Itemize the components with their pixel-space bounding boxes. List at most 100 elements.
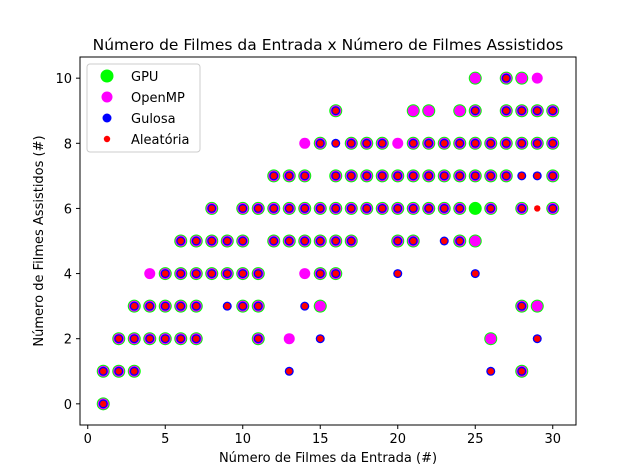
data-point [301,172,308,180]
data-point [239,205,246,212]
data-point [131,368,138,375]
x-tick-label: 0 [84,432,92,447]
data-point [531,72,543,84]
data-point [487,172,494,180]
data-point [317,270,324,277]
data-point [100,400,107,408]
data-point [410,172,417,180]
data-point [299,268,311,280]
data-point [392,137,404,149]
data-point [270,205,277,212]
data-point [286,237,293,245]
data-point [379,172,386,180]
data-point [503,172,510,180]
data-point [363,140,370,147]
data-point [255,335,262,342]
data-point [503,74,510,82]
data-point [299,137,311,149]
y-tick-label: 4 [64,268,72,283]
data-point [270,172,277,180]
x-tick-label: 25 [467,432,484,447]
x-tick-label: 15 [312,432,329,447]
data-point [177,335,184,342]
data-point [301,302,308,310]
data-point [115,335,122,342]
data-point [407,105,419,117]
y-tick-label: 8 [64,137,72,152]
data-point [363,172,370,180]
legend-box [86,63,201,153]
data-point [283,333,295,345]
data-point [472,270,479,277]
x-tick-label: 30 [544,432,561,447]
data-point [394,237,401,245]
data-point [146,335,153,342]
legend-marker [101,91,113,103]
data-point [518,172,525,180]
data-point [100,368,107,375]
data-point [317,205,324,212]
data-point [115,368,122,375]
data-point [487,205,494,212]
series-4 [100,74,556,408]
legend-marker [100,69,114,83]
data-point [348,205,355,212]
data-point [472,107,479,114]
data-point [239,270,246,277]
data-point [456,140,463,147]
points-layer [96,71,560,411]
data-point [286,172,293,180]
data-point [549,205,556,212]
data-point [487,368,494,375]
data-point [425,205,432,212]
data-point [208,270,215,277]
data-point [239,237,246,245]
legend-label: OpenMP [131,91,185,106]
data-point [454,105,466,117]
y-tick-label: 0 [64,398,72,413]
data-point [487,140,494,147]
data-point [208,205,215,212]
data-point [177,302,184,310]
data-point [518,107,525,114]
data-point [472,172,479,180]
data-point [394,172,401,180]
data-point [332,237,339,245]
data-point [348,237,355,245]
data-point [332,140,339,147]
data-point [317,335,324,342]
data-point [193,270,200,277]
data-point [332,172,339,180]
y-axis: 0 2 4 6 8 10 [55,72,80,413]
data-point [314,300,326,312]
data-point [503,107,510,114]
data-point [286,205,293,212]
data-point [394,270,401,277]
data-point [193,335,200,342]
x-tick-label: 10 [234,432,251,447]
data-point [423,105,435,117]
data-point [131,302,138,310]
data-point [317,140,324,147]
data-point [177,270,184,277]
data-point [549,140,556,147]
data-point [255,205,262,212]
data-point [534,172,541,180]
data-point [255,270,262,277]
data-point [270,237,277,245]
legend-label: Aleatória [131,133,189,148]
data-point [441,172,448,180]
data-point [410,237,417,245]
y-tick-label: 6 [64,202,72,217]
legend-label: GPU [131,70,158,85]
data-point [332,270,339,277]
x-axis-label: Número de Filmes da Entrada (#) [219,451,437,466]
data-point [534,205,541,212]
data-point [518,368,525,375]
data-point [534,335,541,342]
data-point [224,302,231,310]
data-point [177,237,184,245]
data-point [469,72,481,84]
data-point [456,237,463,245]
